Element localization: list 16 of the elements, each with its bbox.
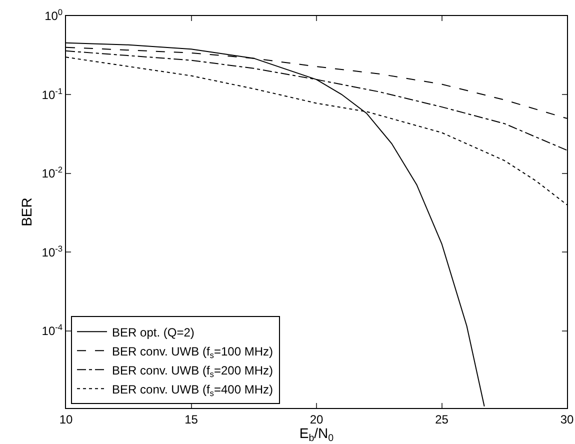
y-tick-label: 10$^{0}$: [44, 7, 63, 24]
x-tick-label: 25: [435, 412, 449, 426]
x-tick-label: 20: [310, 412, 324, 426]
x-tick-label: 10: [59, 412, 73, 426]
y-axis-title: BER: [18, 198, 34, 226]
legend-label: BER conv. UWB (f$_{s}$=400 MHz): [112, 382, 274, 398]
y-tick-label: 10$^{-1}$: [42, 86, 63, 102]
legend-label: BER conv. UWB (f$_{s}$=100 MHz): [112, 344, 274, 360]
x-tick-label: 30: [560, 412, 574, 426]
y-tick-label: 10$^{-3}$: [42, 243, 63, 260]
y-tick-label: 10$^{-2}$: [42, 164, 63, 181]
legend-label: BER opt. (Q=2): [112, 325, 194, 340]
x-axis-title: E$_{b}$/N$_{0}$: [299, 425, 334, 444]
y-tick-label: 10$^{-4}$: [42, 322, 63, 338]
legend-label: BER conv. UWB (f$_{s}$=200 MHz): [112, 363, 274, 379]
x-tick-label: 15: [184, 412, 198, 426]
